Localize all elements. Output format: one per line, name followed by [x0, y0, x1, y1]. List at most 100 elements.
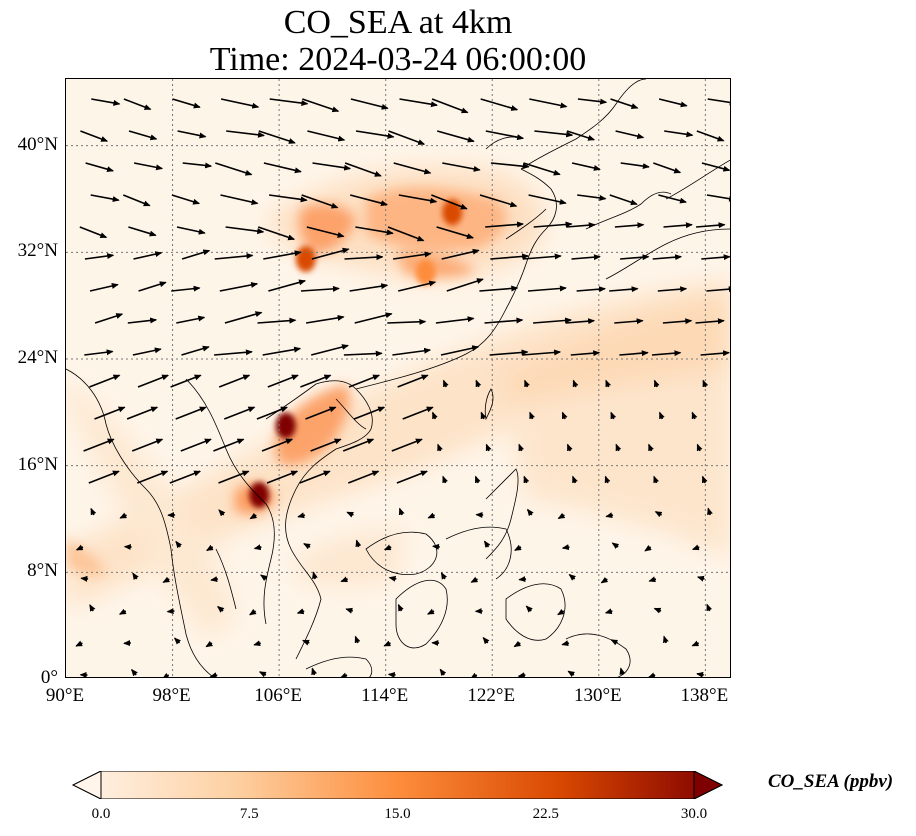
wind-arrow	[577, 98, 608, 105]
wind-arrow	[182, 162, 213, 169]
wind-arrow	[440, 572, 448, 580]
wind-arrow	[224, 406, 256, 420]
wind-arrow	[214, 349, 253, 356]
wind-arrow	[662, 635, 669, 644]
colorbar	[72, 771, 724, 799]
wind-arrow	[162, 576, 171, 584]
wind-arrow	[132, 347, 162, 356]
wind-arrow	[523, 475, 530, 484]
wind-arrow	[171, 194, 201, 205]
wind-arrow	[707, 98, 730, 106]
wind-arrow	[342, 438, 375, 452]
longitude-tick-label: 106°E	[254, 685, 302, 706]
wind-arrow	[691, 640, 700, 647]
wind-arrow	[257, 317, 297, 324]
wind-arrow	[479, 285, 519, 292]
wind-arrow	[79, 226, 108, 239]
wind-arrow	[436, 130, 475, 143]
wind-arrow	[311, 571, 318, 580]
wind-arrow	[349, 194, 388, 207]
longitude-tick-label: 122°E	[467, 685, 516, 706]
wind-arrow	[557, 512, 566, 520]
wind-arrow	[90, 194, 120, 203]
wind-arrow	[706, 194, 730, 202]
wind-arrow	[611, 542, 620, 549]
wind-arrow	[166, 608, 175, 615]
wind-arrow	[392, 347, 432, 356]
wind-arrow	[218, 470, 250, 484]
wind-arrow	[706, 286, 730, 293]
wind-arrow	[396, 470, 428, 484]
colorbar-tick-label: 15.0	[384, 806, 411, 822]
wind-arrow	[533, 221, 573, 228]
wind-arrow	[137, 470, 169, 484]
colorbar-tick-label: 7.5	[239, 806, 259, 822]
wind-arrow	[615, 443, 622, 452]
wind-arrow	[346, 511, 354, 518]
wind-arrow	[691, 411, 698, 420]
latitude-tick-label: 8°N	[27, 560, 58, 582]
wind-arrow	[489, 349, 529, 356]
wind-arrow	[524, 379, 530, 388]
wind-arrow	[91, 98, 121, 106]
wind-arrow	[517, 672, 526, 677]
wind-arrow	[311, 667, 317, 676]
wind-arrow	[485, 443, 492, 452]
wind-arrow	[126, 406, 159, 420]
wind-arrow	[170, 374, 202, 388]
wind-arrow	[312, 162, 352, 171]
gridlines	[66, 79, 730, 677]
wind-arrow	[180, 438, 212, 452]
wind-arrow	[123, 98, 152, 111]
wind-arrow	[701, 162, 730, 172]
wind-arrow	[123, 194, 151, 207]
wind-arrow	[696, 443, 703, 452]
wind-arrow	[258, 671, 267, 677]
wind-arrow	[700, 350, 730, 357]
wind-arrow	[651, 350, 682, 357]
wind-arrow	[442, 162, 481, 172]
wind-arrow	[181, 345, 210, 356]
wind-arrow	[218, 374, 251, 388]
wind-arrow	[263, 162, 302, 174]
wind-arrow	[604, 475, 611, 484]
wind-arrow	[658, 411, 665, 420]
wind-arrow	[577, 194, 607, 201]
wind-arrow	[94, 313, 124, 324]
wind-arrow	[349, 283, 389, 292]
wind-arrow	[311, 344, 349, 356]
wind-arrow	[297, 512, 306, 519]
longitude-tick-label: 98°E	[152, 685, 191, 706]
wind-arrow	[387, 226, 425, 242]
wind-arrow	[339, 672, 348, 677]
wind-arrow	[534, 130, 574, 138]
wind-arrow	[567, 670, 575, 677]
wind-arrow	[561, 411, 568, 420]
wind-arrow	[398, 507, 405, 516]
wind-arrow	[355, 130, 395, 139]
colorbar-label: CO_SEA (ppbv)	[768, 771, 894, 792]
colorbar-tick-label: 22.5	[532, 806, 559, 822]
wind-arrow	[572, 475, 578, 484]
wind-arrow	[310, 438, 342, 452]
wind-arrow	[436, 226, 474, 239]
wind-arrow	[525, 605, 533, 613]
wind-arrow	[431, 411, 438, 420]
wind-arrow	[131, 438, 164, 452]
wind-arrow	[446, 278, 484, 292]
wind-arrow	[604, 608, 613, 615]
wind-arrow	[224, 311, 263, 324]
wind-arrow	[485, 221, 524, 228]
wind-arrow	[565, 318, 596, 325]
wind-arrow	[355, 226, 394, 236]
wind-arrow	[268, 279, 306, 292]
wind-arrow	[260, 574, 268, 581]
wind-arrow	[344, 162, 382, 177]
co-hotspot	[249, 482, 270, 508]
wind-arrow	[701, 475, 708, 484]
map-canvas	[66, 79, 730, 677]
wind-arrow	[706, 603, 713, 612]
coastlines	[66, 79, 730, 677]
wind-arrow	[619, 667, 626, 676]
longitude-tick-label: 90°E	[45, 685, 85, 706]
